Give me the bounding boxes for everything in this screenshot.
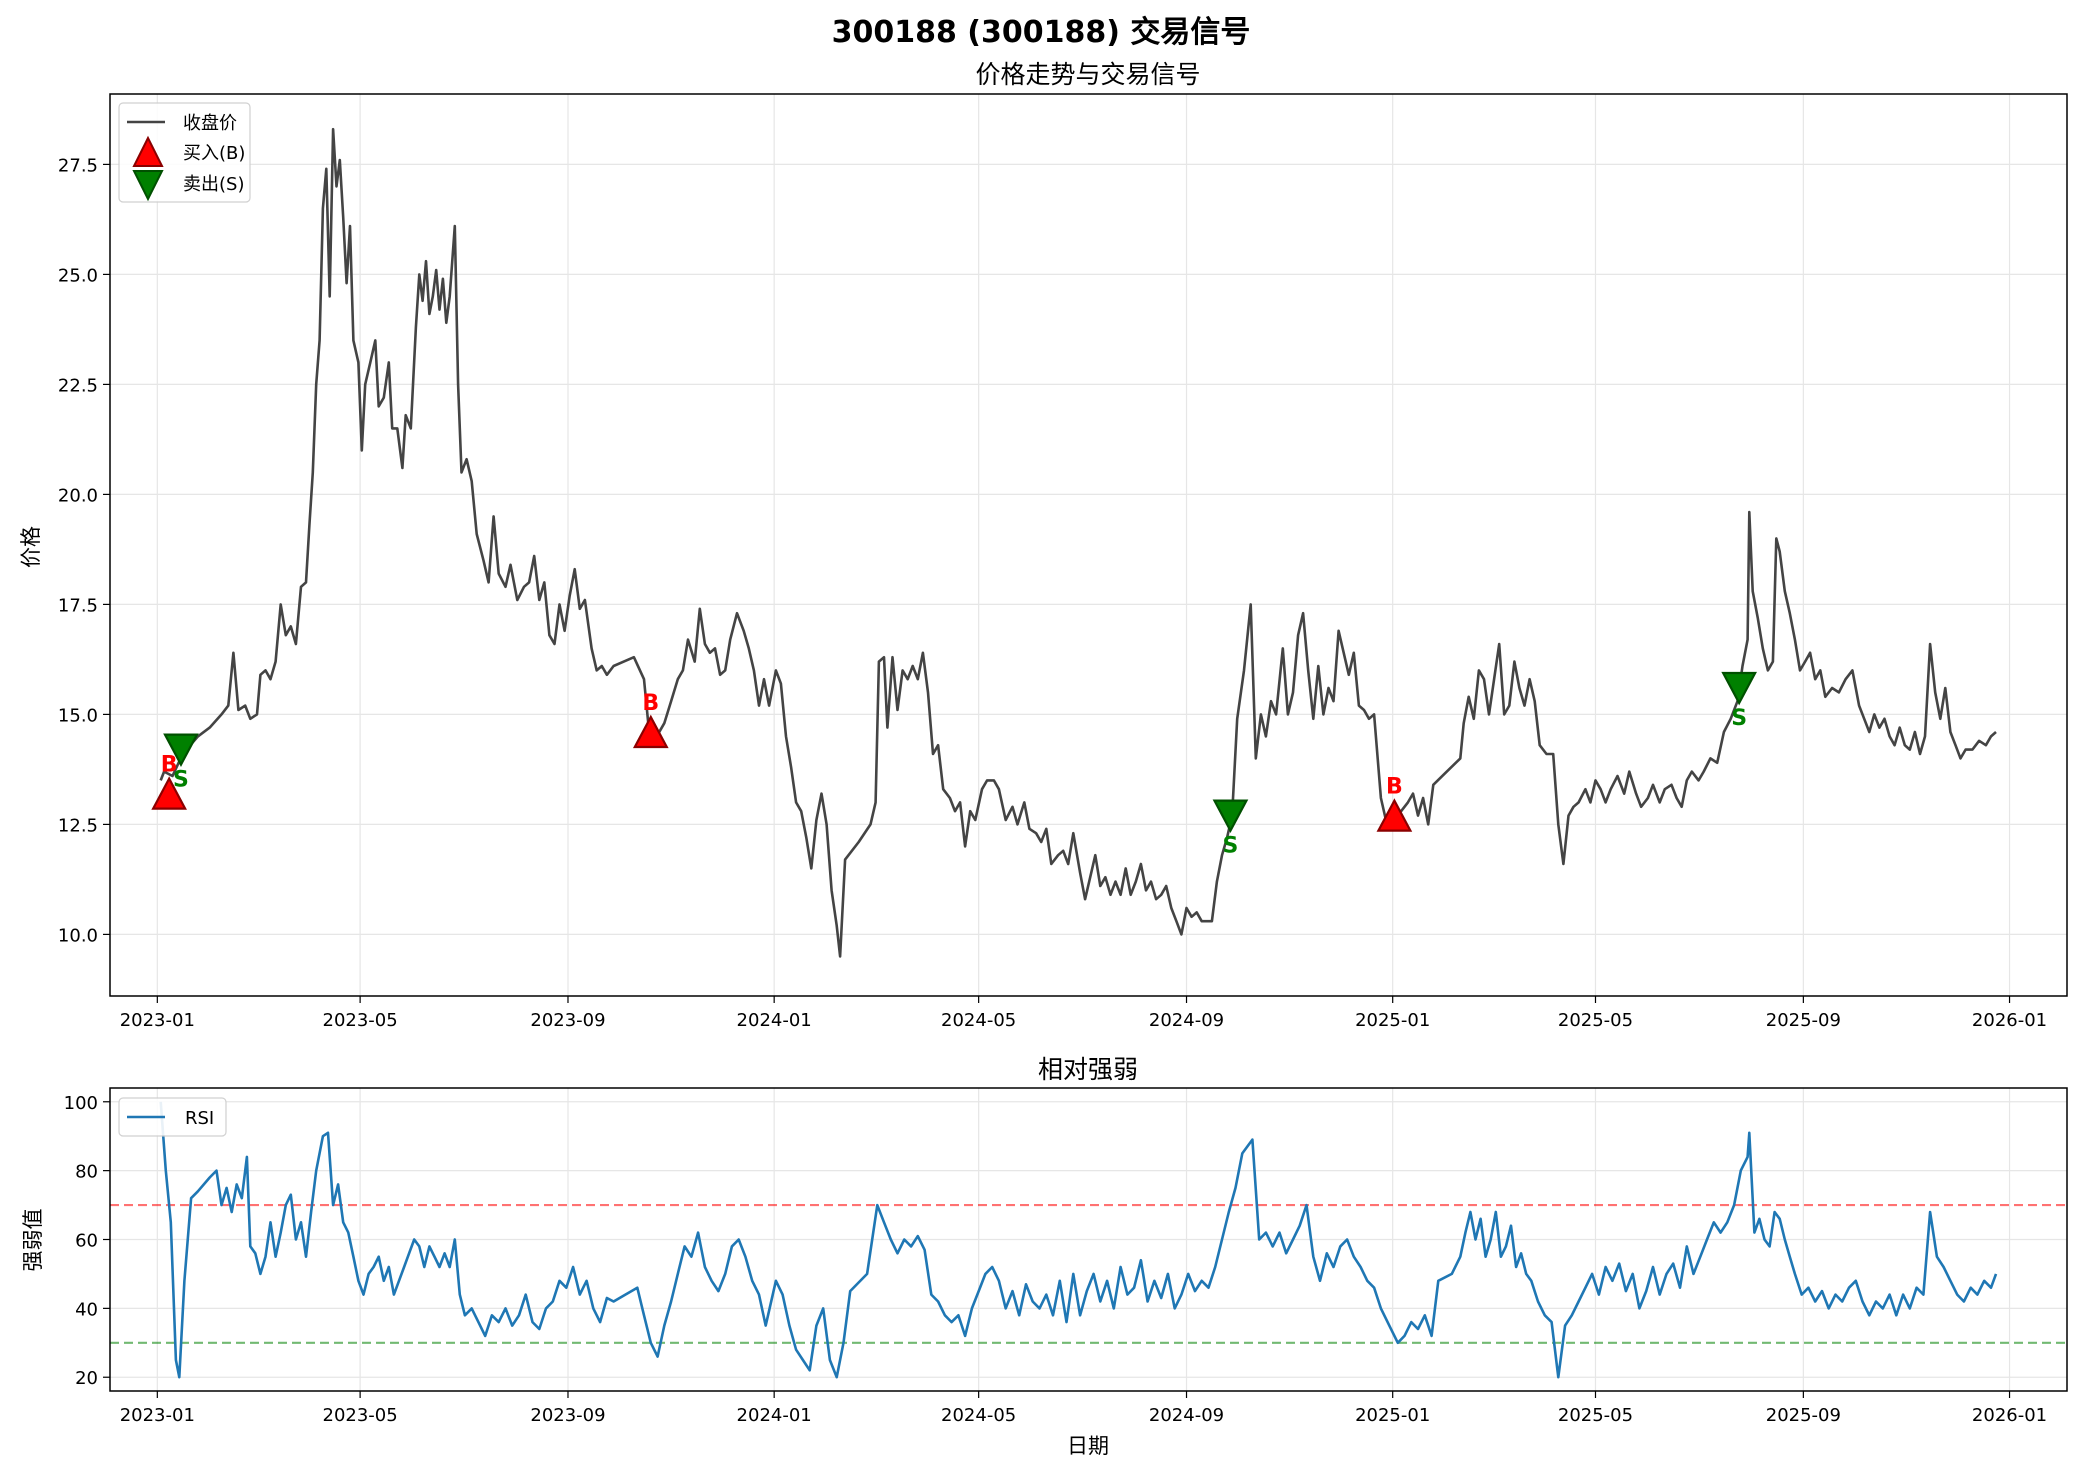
- x-tick-label: 2024-01: [737, 1010, 812, 1031]
- y-tick-label: 27.5: [58, 155, 98, 176]
- x-tick-label: 2026-01: [1972, 1405, 2047, 1426]
- figure-title: 300188 (300188) 交易信号: [832, 15, 1251, 50]
- x-tick-label: 2024-09: [1149, 1405, 1224, 1426]
- y-tick-label: 20.0: [58, 485, 98, 506]
- rsi-panel: 相对强弱 2023-01 2023-05 2023-09 2024-01 2024-05…: [21, 1055, 2068, 1458]
- x-tick-label: 2025-01: [1355, 1010, 1430, 1031]
- x-tick-label: 2025-09: [1766, 1010, 1841, 1031]
- legend-sell-label: 卖出(S): [183, 174, 244, 195]
- price-chart-title: 价格走势与交易信号: [975, 60, 1200, 89]
- x-tick-label: 2023-01: [120, 1010, 195, 1031]
- x-tick-label: 2024-01: [737, 1405, 812, 1426]
- buy-signal-marker: [1376, 798, 1413, 832]
- legend-sell-triangle-swatch: [132, 170, 164, 202]
- price-x-axis: 2023-01 2023-05 2023-09 2024-01 2024-05 2024-…: [120, 996, 2047, 1031]
- x-tick-label: 2023-05: [323, 1010, 398, 1031]
- price-plot-frame: [109, 93, 2068, 997]
- rsi-legend: RSI: [118, 1097, 227, 1137]
- y-tick-label: 17.5: [58, 595, 98, 616]
- y-tick-label: 22.5: [58, 375, 98, 396]
- x-tick-label: 2023-01: [120, 1405, 195, 1426]
- y-tick-label: 40: [75, 1299, 98, 1320]
- x-tick-label: 2023-09: [530, 1405, 605, 1426]
- legend-buy-label: 买入(B): [183, 143, 245, 164]
- rsi-series-line: [159, 1101, 1998, 1379]
- x-tick-label: 2024-05: [941, 1010, 1016, 1031]
- y-tick-label: 10.0: [58, 925, 98, 946]
- x-tick-label: 2024-05: [941, 1405, 1016, 1426]
- sell-signal-label: S: [1223, 834, 1239, 859]
- rsi-y-label: 强弱值: [21, 1209, 45, 1272]
- sell-signal-label: S: [1731, 706, 1747, 731]
- rsi-y-axis: 20 40 60 80 100: [64, 1093, 110, 1389]
- sell-signal-marker: [163, 733, 199, 767]
- x-tick-label: 2023-09: [530, 1010, 605, 1031]
- buy-signal-label: B: [1386, 775, 1403, 800]
- buy-signal-label: B: [161, 753, 178, 778]
- price-y-label: 价格: [19, 526, 43, 568]
- y-tick-label: 20: [75, 1368, 98, 1389]
- x-tick-label: 2023-05: [323, 1405, 398, 1426]
- price-grid: [110, 94, 2067, 996]
- buy-signal-label: B: [642, 691, 659, 716]
- y-tick-label: 60: [75, 1231, 98, 1252]
- sell-signal-marker: [1212, 799, 1249, 833]
- rsi-chart-title: 相对强弱: [1038, 1055, 1138, 1084]
- buy-signal-marker: [151, 776, 187, 810]
- y-tick-label: 100: [64, 1093, 98, 1114]
- x-tick-label: 2025-01: [1355, 1405, 1430, 1426]
- x-tick-label: 2025-05: [1558, 1405, 1633, 1426]
- rsi-x-axis: 2023-01 2023-05 2023-09 2024-01 2024-05 2024-…: [120, 1391, 2047, 1426]
- x-tick-label: 2025-05: [1558, 1010, 1633, 1031]
- rsi-plot-frame: [109, 1087, 2068, 1392]
- y-tick-label: 25.0: [58, 265, 98, 286]
- rsi-grid: [110, 1088, 2067, 1391]
- y-tick-label: 15.0: [58, 705, 98, 726]
- legend-rsi-label: RSI: [185, 1108, 214, 1129]
- price-series-line: [159, 127, 1997, 958]
- rsi-legend-box: [118, 1097, 227, 1137]
- x-tick-label: 2024-09: [1149, 1010, 1224, 1031]
- rsi-x-label: 日期: [1067, 1434, 1109, 1458]
- sell-signal-marker: [1721, 671, 1757, 706]
- legend-close-label: 收盘价: [183, 113, 237, 134]
- sell-signal-label: S: [173, 768, 189, 793]
- price-y-axis: 10.0 12.5 15.0 17.5 20.0 22.5 25.0 27.5: [58, 155, 110, 946]
- buy-signal-marker: [632, 714, 669, 749]
- legend-buy-triangle-swatch: [132, 135, 164, 167]
- x-tick-label: 2026-01: [1972, 1010, 2047, 1031]
- x-tick-label: 2025-09: [1766, 1405, 1841, 1426]
- rsi-threshold-lines: [110, 1203, 2067, 1344]
- price-panel: 价格走势与交易信号 2023-01 2023-05 2023-09 2024-01 20…: [19, 60, 2068, 1031]
- y-tick-label: 12.5: [58, 815, 98, 836]
- price-legend: 收盘价 买入(B) 卖出(S): [118, 102, 251, 203]
- y-tick-label: 80: [75, 1162, 98, 1183]
